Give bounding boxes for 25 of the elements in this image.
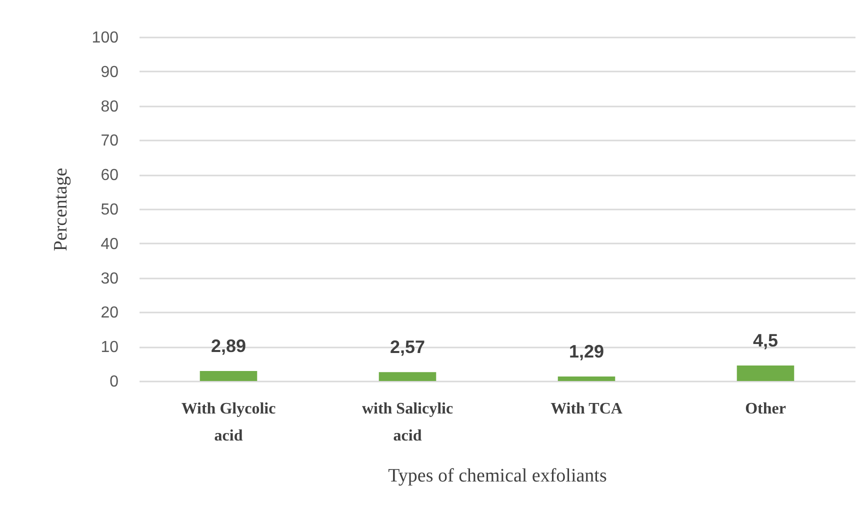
- y-tick-label: 100: [92, 30, 119, 46]
- x-tick-label: With TCA: [550, 400, 623, 418]
- bar: [558, 376, 616, 381]
- bar: [200, 371, 258, 381]
- bar: [378, 372, 436, 381]
- x-tick-label: with Salicylic acid: [362, 400, 454, 444]
- x-axis-title: Types of chemical exfoliants: [388, 466, 607, 486]
- y-tick-label: 40: [100, 236, 119, 253]
- data-label: 2,57: [390, 337, 426, 358]
- y-tick-label: 80: [100, 98, 119, 116]
- y-tick-label: 0: [110, 374, 119, 390]
- data-label: 2,89: [210, 336, 246, 356]
- x-tick-label: With Glycolic acid: [181, 400, 276, 444]
- data-label: 4,5: [752, 330, 778, 351]
- x-tick-label: Other: [745, 400, 786, 418]
- y-axis-title: Percentage: [50, 168, 72, 252]
- y-tick-label: 20: [100, 304, 119, 322]
- y-tick-label: 10: [100, 339, 119, 356]
- y-tick-label: 50: [100, 202, 119, 218]
- data-label: 1,29: [568, 342, 604, 362]
- y-tick-label: 60: [100, 167, 119, 184]
- y-tick-label: 30: [100, 270, 119, 288]
- y-tick-label: 90: [100, 64, 119, 81]
- y-tick-label: 70: [100, 132, 119, 150]
- bar: [736, 366, 794, 381]
